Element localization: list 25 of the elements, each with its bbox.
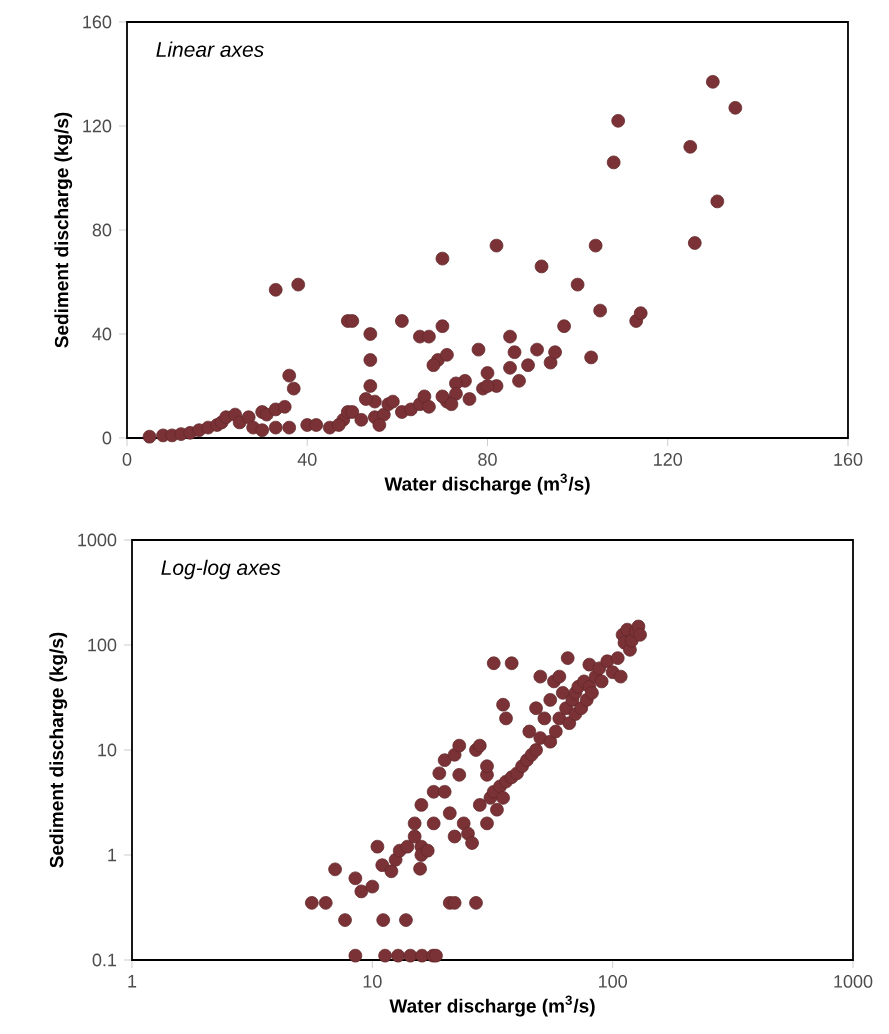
y-tick-label: 0.1 [92,953,117,967]
y-tick-label: 80 [92,223,112,237]
x-tick-label: 1 [128,975,137,988]
x-tick-label: 80 [478,453,497,466]
x-tick-label: 120 [654,453,683,466]
x-tick-label: 160 [834,453,863,466]
y-axis-title: Sediment discharge (kg/s) [54,112,73,348]
text: Log-log axes [161,559,281,580]
x-tick-label: 40 [297,453,317,466]
x-tick-label: 0 [122,453,132,466]
y-tick-label: 0 [102,431,112,445]
text: Linear axes [156,41,264,57]
y-tick-label: 40 [92,327,112,341]
x-axis-title: Water discharge (m$^{3}$/s) [389,995,595,1017]
y-tick-label: 10 [98,743,117,757]
x-axis-title: Water discharge (m$^{3}$/s) [384,473,590,495]
x-tick-label: 1000 [834,975,873,988]
y-tick-label: 120 [83,119,112,133]
x-tick-label: 100 [599,975,627,988]
y-axis-title: Sediment discharge (kg/s) [49,632,68,868]
y-tick-label: 1 [108,848,117,862]
y-tick-label: 160 [83,15,112,29]
y-tick-label: 100 [88,638,117,652]
x-tick-label: 10 [363,975,382,988]
y-tick-label: 1000 [78,533,117,547]
